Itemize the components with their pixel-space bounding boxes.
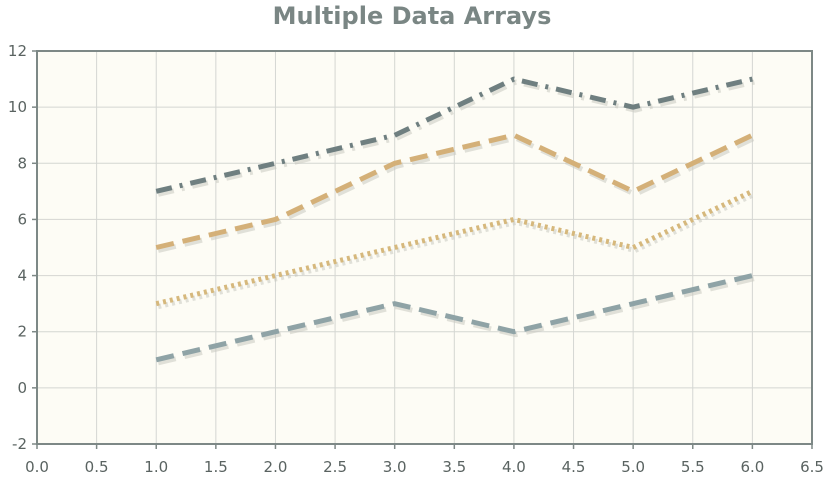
y-tick-label: 0 (17, 379, 27, 397)
x-tick-label: 1.5 (204, 458, 228, 476)
y-tick-label: 12 (8, 42, 27, 60)
plot-area (37, 51, 812, 444)
series-3 (155, 132, 756, 253)
x-tick-label: 2.5 (323, 458, 347, 476)
x-tick-label: 6.5 (800, 458, 824, 476)
x-tick-label: 4.5 (562, 458, 586, 476)
x-tick-label: 3.5 (442, 458, 466, 476)
y-tick-label: 8 (17, 154, 27, 172)
series-line (155, 273, 753, 363)
series-shadow (157, 135, 756, 253)
x-tick-label: 6.0 (740, 458, 764, 476)
series-layer (155, 76, 756, 366)
x-axis-ticks: 0.0 0.5 1.0 1.5 2.0 2.5 3.0 3.5 4.0 4.5 5.0 5.5 6.0 6… (25, 444, 824, 476)
chart-title: Multiple Data Arrays (273, 2, 552, 30)
x-tick-label: 4.0 (502, 458, 526, 476)
series-1 (155, 273, 755, 366)
axes (36, 50, 813, 445)
x-tick-label: 0.0 (25, 458, 49, 476)
x-tick-label: 3.0 (383, 458, 407, 476)
y-tick-label: 6 (17, 210, 27, 228)
y-tick-label: -2 (12, 435, 27, 453)
series-2 (155, 189, 756, 310)
x-tick-label: 5.5 (681, 458, 705, 476)
series-shadow (157, 192, 756, 310)
series-4 (155, 76, 755, 197)
series-line (155, 189, 754, 307)
x-tick-label: 0.5 (85, 458, 109, 476)
y-tick-label: 4 (17, 267, 27, 285)
series-line (155, 132, 754, 250)
x-tick-label: 1.0 (144, 458, 168, 476)
x-tick-label: 5.0 (621, 458, 645, 476)
y-axis-ticks: -2 0 2 4 6 8 10 12 (8, 42, 37, 453)
plot-border (36, 50, 813, 445)
y-tick-label: 10 (8, 98, 27, 116)
x-tick-label: 2.0 (264, 458, 288, 476)
y-tick-label: 2 (17, 323, 27, 341)
